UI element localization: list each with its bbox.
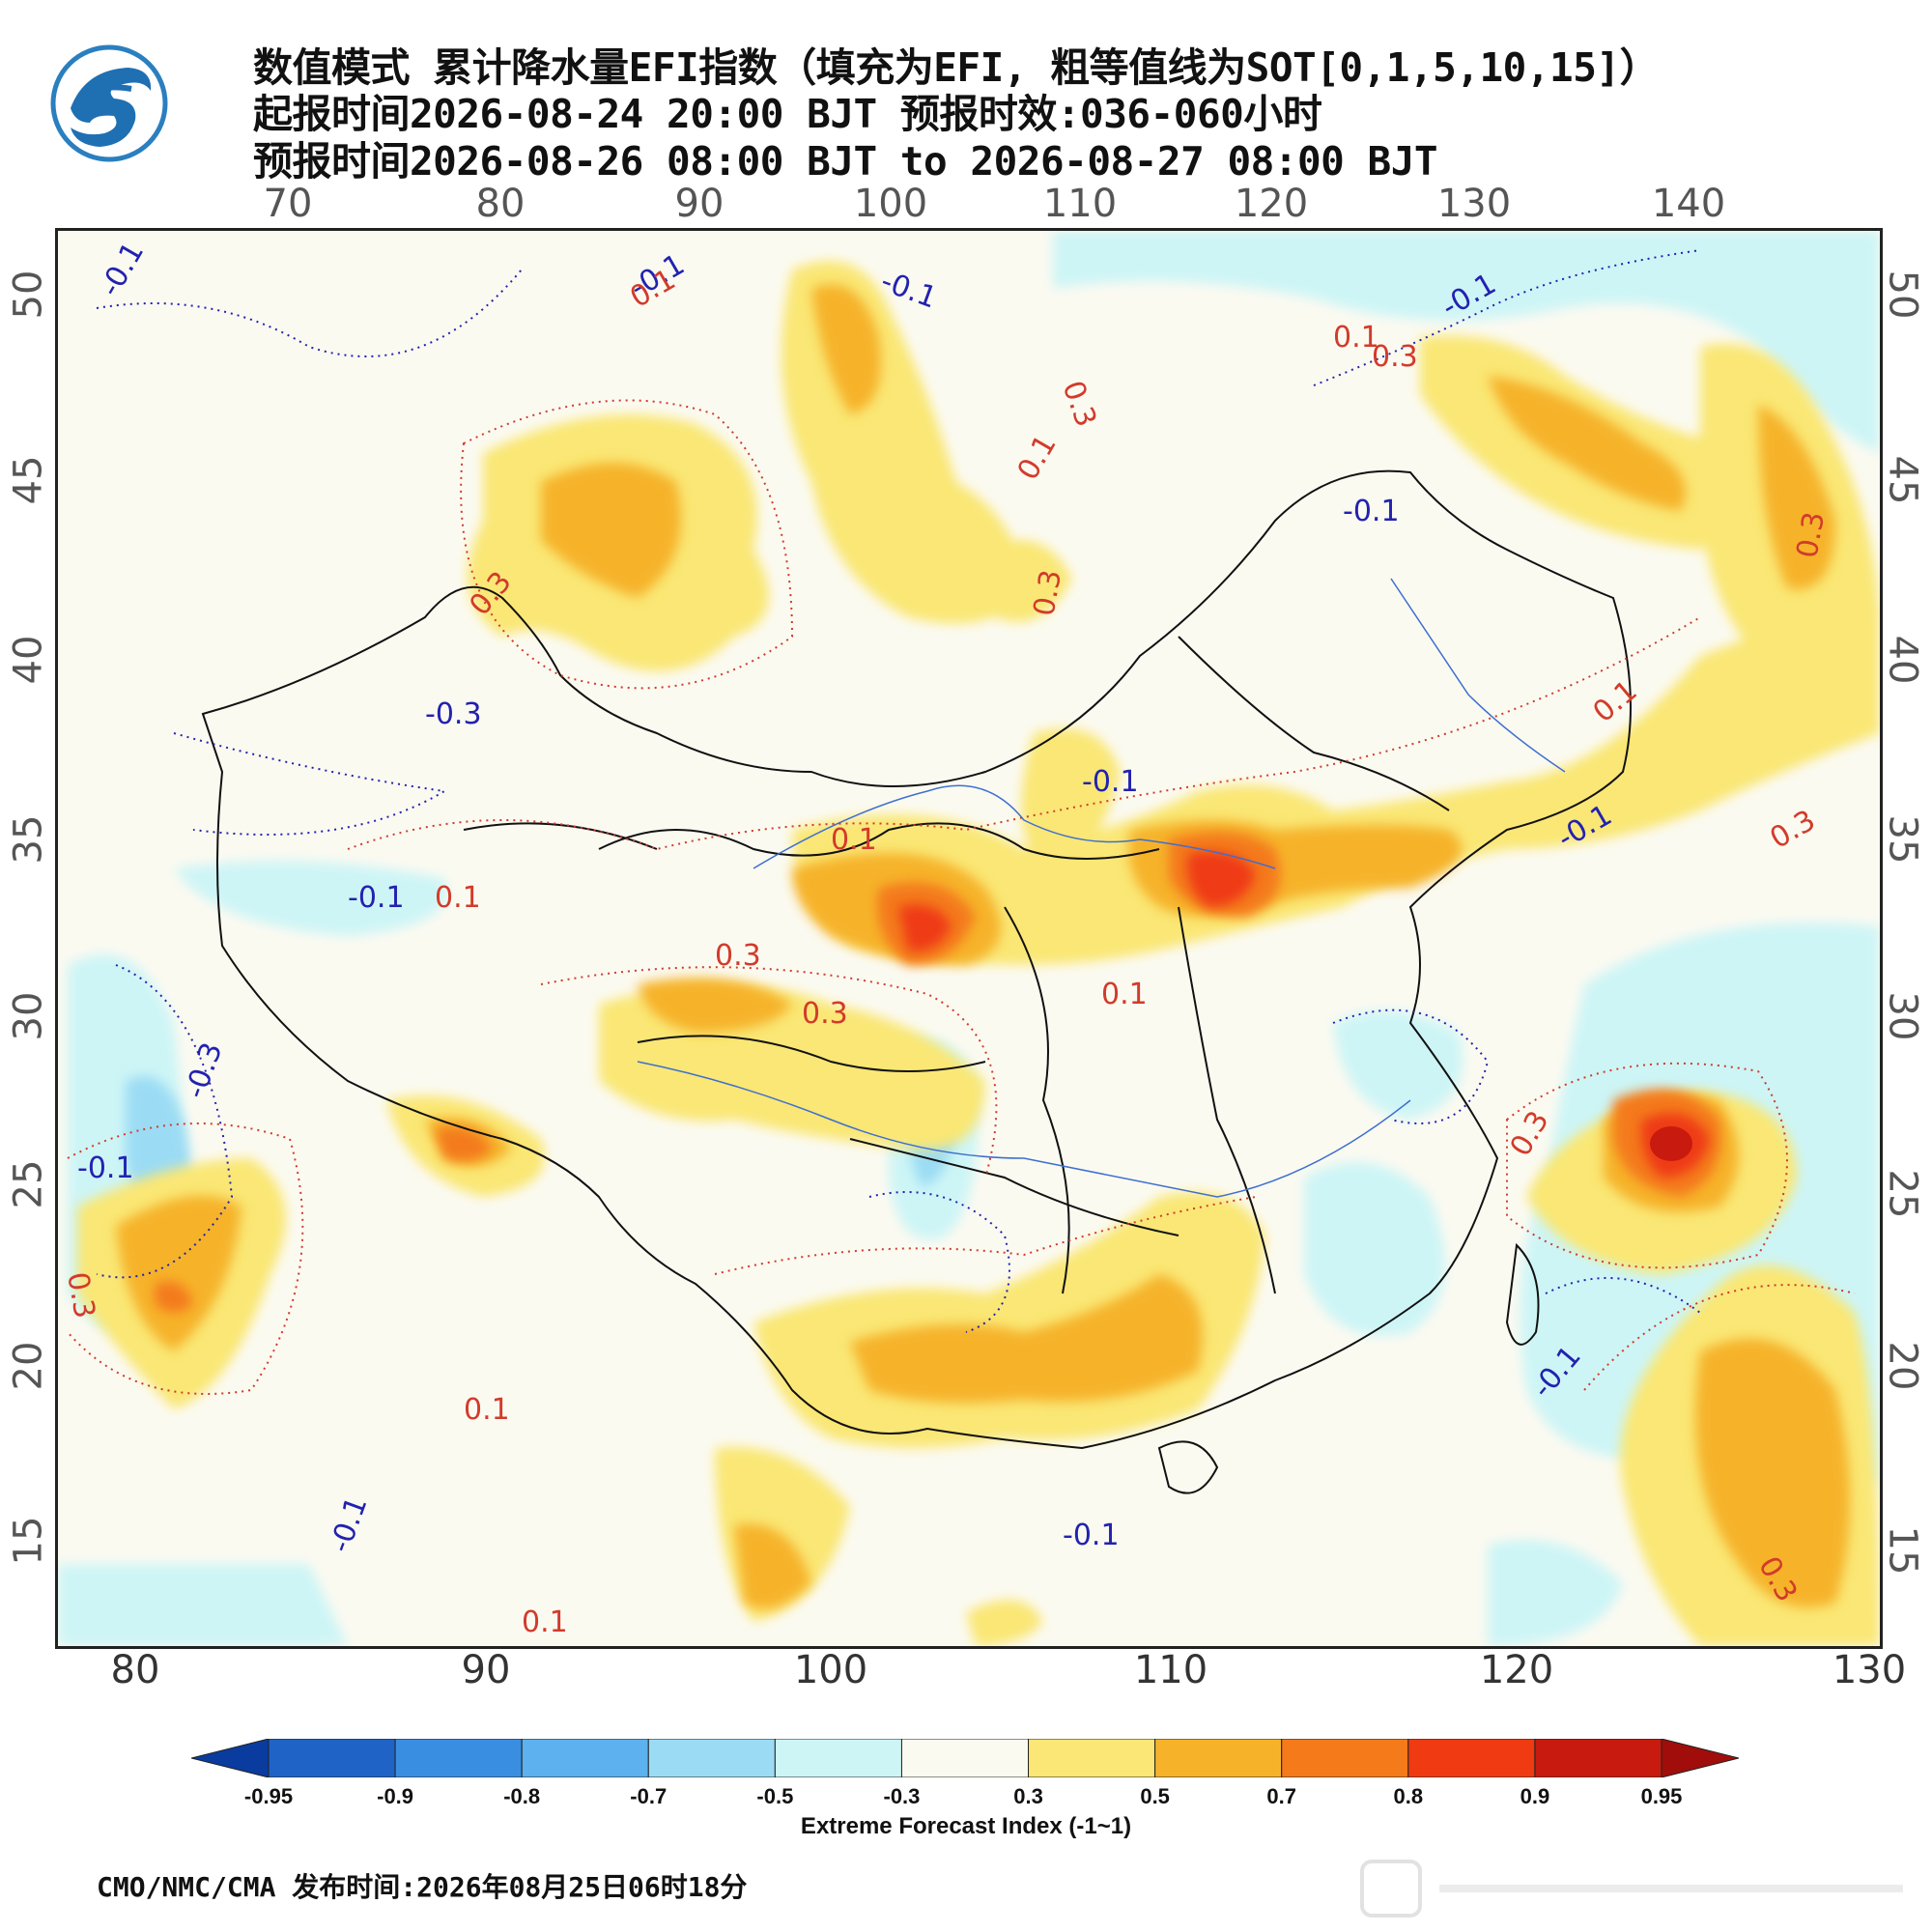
colorbar-swatch — [1281, 1739, 1409, 1777]
bottom-lon-tick: 100 — [793, 1648, 868, 1692]
map-panel: -0.1 -0.1 -0.1 -0.1 -0.1 -0.1 -0.1 -0.1 … — [55, 228, 1883, 1649]
top-lon-tick: 140 — [1651, 182, 1726, 226]
colorbar-swatch — [1407, 1739, 1536, 1777]
contour-label: -0.3 — [425, 697, 482, 731]
right-lat-tick: 35 — [1880, 814, 1925, 865]
contour-label: -0.1 — [324, 1492, 375, 1557]
contour-label: 0.1 — [831, 823, 877, 857]
right-lat-tick: 30 — [1880, 991, 1925, 1041]
colorbar-swatch — [394, 1739, 523, 1777]
top-lon-tick: 130 — [1436, 182, 1512, 226]
efi-0.5-regions — [116, 284, 1850, 1609]
left-lat-tick: 45 — [6, 455, 51, 505]
left-lat-tick: 40 — [6, 635, 51, 685]
left-lat-tick: 25 — [6, 1159, 51, 1209]
contour-label: -0.1 — [1082, 765, 1139, 799]
colorbar-swatch — [268, 1739, 396, 1777]
colorbar-label: -0.3 — [883, 1784, 921, 1808]
left-lat-tick: 35 — [6, 814, 51, 865]
contour-label: 0.3 — [1372, 340, 1418, 374]
top-lon-tick: 100 — [853, 182, 928, 226]
contour-label: 0.1 — [435, 881, 481, 915]
right-lat-tick: 20 — [1880, 1341, 1925, 1391]
right-lat-tick: 25 — [1880, 1169, 1925, 1219]
contour-label: 0.3 — [1027, 567, 1068, 618]
top-lon-tick: 70 — [263, 182, 313, 226]
contour-label: 0.1 — [522, 1605, 568, 1639]
colorbar-swatch — [900, 1739, 1030, 1777]
colorbar-high-triangle — [1661, 1739, 1739, 1777]
colorbar-title: Extreme Forecast Index (-1~1) — [800, 1813, 1132, 1839]
contour-label: 0.3 — [802, 997, 848, 1031]
right-lat-tick: 40 — [1880, 635, 1925, 685]
top-lon-tick: 90 — [674, 182, 724, 226]
colorbar-swatch — [521, 1739, 649, 1777]
colorbar-label: -0.5 — [756, 1784, 794, 1808]
contour-label: 0.3 — [1790, 509, 1832, 560]
colorbar-label: 0.3 — [1013, 1784, 1043, 1808]
top-lon-tick: 110 — [1042, 182, 1118, 226]
negative-efi-contours — [96, 249, 1701, 1333]
colorbar-label: -0.7 — [630, 1784, 668, 1808]
right-lat-tick: 45 — [1880, 455, 1925, 505]
contour-label: 0.3 — [60, 1269, 101, 1321]
left-lat-tick: 15 — [6, 1516, 51, 1566]
watermark-logo — [1360, 1860, 1903, 1918]
bottom-lon-tick: 130 — [1832, 1648, 1907, 1692]
left-lat-tick: 30 — [6, 991, 51, 1041]
contour-label: 0.3 — [715, 939, 761, 973]
contour-label: -0.1 — [1063, 1519, 1120, 1552]
bottom-lon-tick: 80 — [110, 1648, 160, 1692]
colorbar-label: 0.5 — [1140, 1784, 1170, 1808]
top-lon-tick: 80 — [475, 182, 526, 226]
contour-label: 0.3 — [1765, 804, 1822, 856]
colorbar-label: 0.8 — [1393, 1784, 1424, 1808]
left-lat-tick: 20 — [6, 1341, 51, 1391]
contour-label: -0.1 — [77, 1151, 134, 1185]
contour-label: 0.3 — [1055, 377, 1102, 432]
colorbar-label: 0.7 — [1266, 1784, 1297, 1808]
contour-label: -0.1 — [94, 237, 152, 302]
bottom-lon-tick: 120 — [1479, 1648, 1554, 1692]
colorbar-swatch — [1154, 1739, 1283, 1777]
colorbar-swatch — [774, 1739, 902, 1777]
rivers — [637, 578, 1566, 1198]
colorbar-label: -0.9 — [377, 1784, 414, 1808]
positive-efi-contours — [67, 399, 1856, 1395]
colorbar-label: -0.95 — [243, 1784, 294, 1808]
colorbar-label: -0.8 — [503, 1784, 541, 1808]
colorbar-swatch — [1534, 1739, 1662, 1777]
contour-label: 0.1 — [464, 1393, 510, 1427]
title-line-3: 预报时间2026-08-26 08:00 BJT to 2026-08-27 0… — [253, 138, 1438, 185]
contour-label: 0.1 — [1587, 674, 1644, 729]
left-lat-tick: 50 — [6, 270, 51, 320]
efi-map: -0.1 -0.1 -0.1 -0.1 -0.1 -0.1 -0.1 -0.1 … — [58, 231, 1880, 1646]
boundaries — [201, 469, 1632, 1494]
bottom-lon-tick: 110 — [1133, 1648, 1208, 1692]
footer-text: CMO/NMC/CMA 发布时间:2026年08月25日06时18分 — [97, 1871, 748, 1903]
efi-0.9-region — [1650, 1126, 1692, 1161]
colorbar-low-triangle — [191, 1739, 270, 1777]
right-lat-tick: 15 — [1880, 1525, 1925, 1576]
contour-label: 0.1 — [1011, 429, 1064, 486]
contour-label: 0.1 — [1333, 321, 1379, 355]
contour-label: 0.1 — [1101, 978, 1148, 1011]
contour-label: 0.3 — [1504, 1105, 1556, 1162]
colorbar-label: 0.9 — [1520, 1784, 1550, 1808]
bottom-lon-tick: 90 — [461, 1648, 511, 1692]
top-lon-tick: 120 — [1234, 182, 1309, 226]
cma-logo — [50, 44, 168, 162]
contour-label: -0.1 — [348, 881, 405, 915]
colorbar-swatch — [1028, 1739, 1156, 1777]
colorbar — [191, 1739, 1739, 1777]
colorbar-swatch — [647, 1739, 776, 1777]
title-line-1: 数值模式 累计降水量EFI指数（填充为EFI, 粗等值线为SOT[0,1,5,1… — [253, 44, 1660, 91]
contour-label: -0.1 — [1343, 495, 1400, 528]
right-lat-tick: 50 — [1880, 270, 1925, 320]
title-line-2: 起报时间2026-08-24 20:00 BJT 预报时效:036-060小时 — [253, 91, 1322, 137]
contour-label: -0.3 — [179, 1038, 230, 1103]
colorbar-label: 0.95 — [1640, 1784, 1683, 1808]
